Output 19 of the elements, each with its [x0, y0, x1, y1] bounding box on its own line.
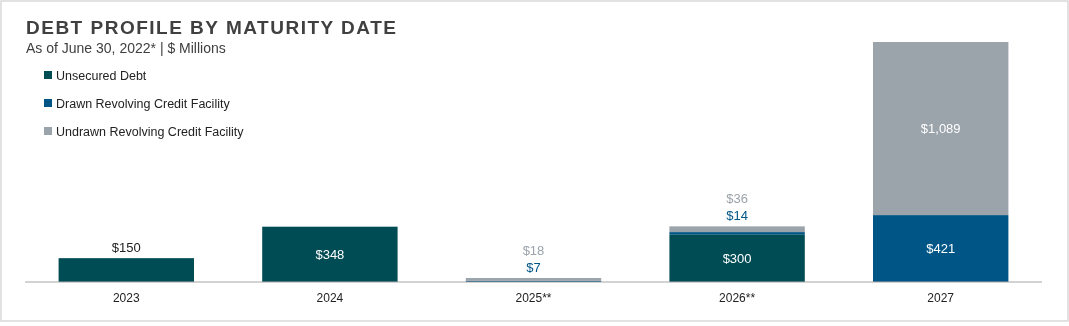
- x-tick-label: 2027: [927, 291, 955, 305]
- chart-title: DEBT PROFILE BY MATURITY DATE: [26, 17, 398, 38]
- legend-label: Drawn Revolving Credit Facility: [56, 97, 231, 111]
- data-label: $300: [722, 250, 752, 266]
- x-tick-label: 2024: [316, 291, 344, 305]
- data-label: $150: [111, 240, 141, 256]
- data-label: $18: [522, 243, 545, 259]
- data-label: $14: [726, 208, 748, 224]
- legend-label: Undrawn Revolving Credit Facility: [56, 125, 245, 139]
- chart-subtitle: As of June 30, 2022* | $ Millions: [26, 40, 226, 56]
- x-tick-label: 2026**: [719, 291, 756, 305]
- legend-label: Unsecured Debt: [56, 69, 147, 83]
- data-label: $7: [526, 260, 541, 276]
- x-tick-label: 2025**: [515, 291, 552, 305]
- x-tick-label: 2023: [112, 291, 140, 305]
- data-label: $1,089: [920, 121, 961, 137]
- data-label: $348: [315, 246, 345, 262]
- data-label: $421: [926, 241, 956, 257]
- data-label: $36: [726, 191, 748, 207]
